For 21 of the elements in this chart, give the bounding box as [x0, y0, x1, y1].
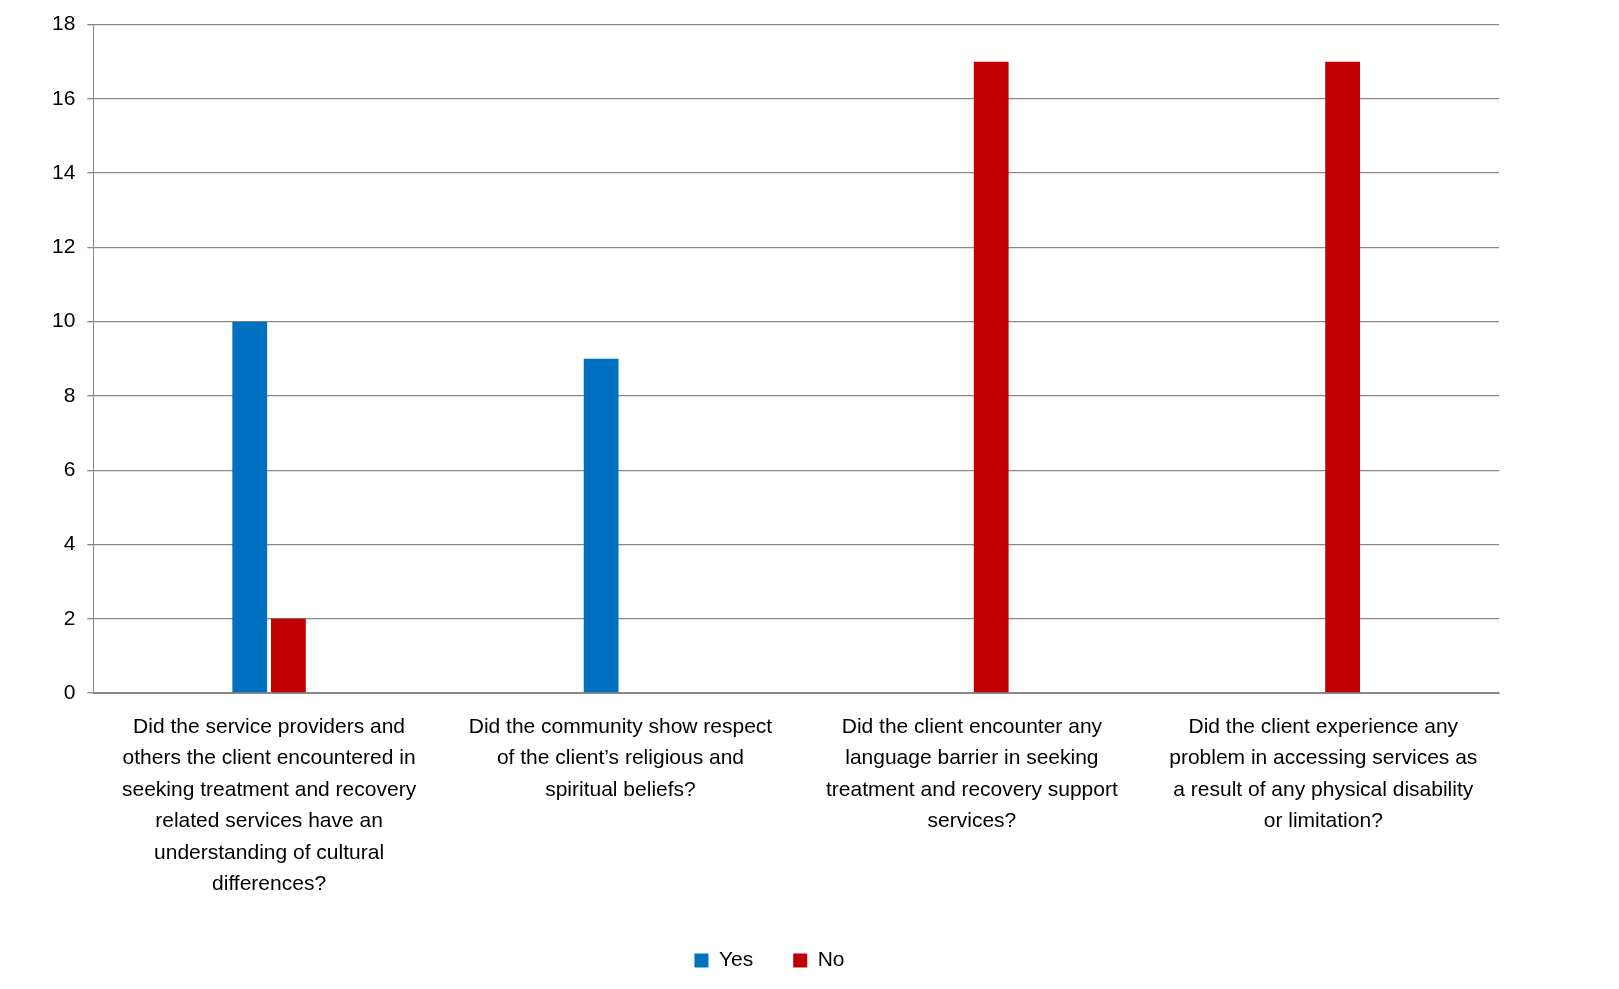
bar — [583, 358, 619, 693]
y-tick-label: 10 — [52, 308, 76, 332]
y-tick-label: 18 — [52, 11, 76, 35]
y-tick-label: 14 — [52, 159, 76, 183]
y-tick-label: 0 — [63, 679, 76, 703]
x-tick-label: Did the client encounter any language barrier in seeking treatment and recovery support services? — [825, 713, 1118, 832]
y-tick-label: 8 — [63, 382, 76, 406]
x-tick-label: Did the community show respect of the client’s religious and spiritual beliefs? — [468, 713, 773, 800]
y-tick-label: 4 — [63, 531, 76, 555]
legend-label: Yes — [718, 947, 754, 971]
y-tick-label: 6 — [63, 457, 76, 480]
bar — [1325, 61, 1361, 693]
x-tick-label: Did the service providers and others the client encountered in seeking treatment and recovery related services have an understanding of cultural differences? — [121, 713, 417, 895]
x-tick-label: Did the client experience any problem in accessing services as a result of any physical disability or limitation? — [1169, 713, 1478, 832]
y-tick-label: 2 — [63, 605, 76, 629]
bar — [973, 61, 1009, 693]
bar — [271, 618, 306, 693]
bar — [232, 321, 268, 693]
legend-label: No — [817, 947, 845, 971]
y-tick-label: 12 — [52, 234, 76, 258]
y-tick-label: 16 — [52, 85, 76, 109]
